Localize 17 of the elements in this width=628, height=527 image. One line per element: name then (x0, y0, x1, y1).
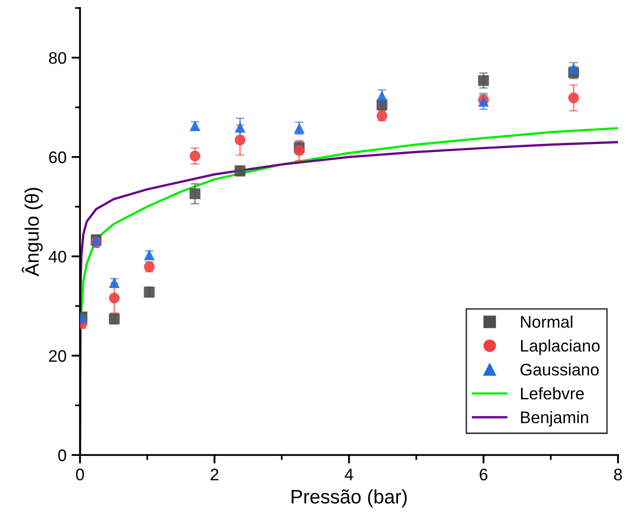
x-tick-label: 2 (210, 468, 218, 480)
y-tick-label: 60 (49, 151, 66, 164)
legend-label: Lefebvre (521, 387, 584, 400)
legend-label: Gaussiano (520, 363, 599, 376)
legend-label: Laplaciano (521, 339, 600, 355)
y-tick-label: 80 (48, 52, 66, 64)
x-tick-label: 4 (344, 468, 354, 480)
y-tick-label: 0 (58, 449, 66, 462)
x-tick-label: 6 (480, 468, 488, 480)
x-tick-label: 0 (76, 468, 84, 480)
x-tick-label: 8 (614, 468, 622, 480)
x-axis-title: Pressão (bar) (292, 489, 407, 508)
y-tick-label: 40 (48, 250, 66, 263)
y-axis-title: Ângulo (θ) (22, 188, 43, 276)
y-tick-label: 20 (49, 350, 66, 362)
legend-label: Normal (521, 316, 572, 328)
legend-label: Benjamin (521, 411, 588, 427)
